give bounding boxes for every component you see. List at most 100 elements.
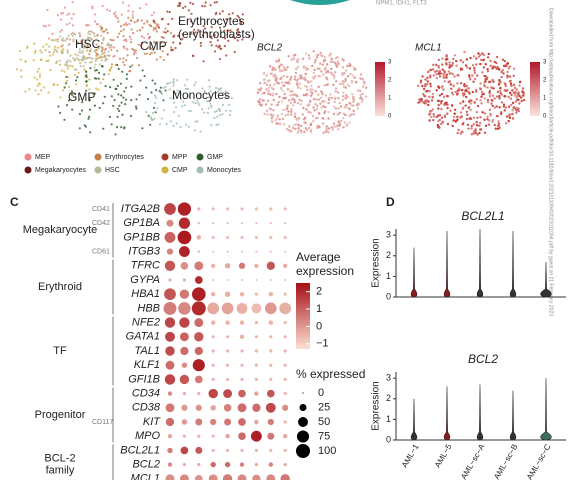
feature-cell <box>429 115 433 119</box>
feature-cell <box>428 119 431 122</box>
feature-cell <box>303 66 306 69</box>
size-label: 75 <box>318 430 330 442</box>
feature-cell <box>491 120 494 123</box>
feature-cell <box>349 64 352 67</box>
umap-cell <box>150 14 154 17</box>
dot <box>195 446 203 454</box>
dot <box>210 405 216 411</box>
umap-cell <box>65 82 68 85</box>
legend-label: Megakaryocytes <box>35 167 86 174</box>
umap-cell <box>56 83 59 87</box>
y-label: Expression <box>371 381 382 430</box>
feature-cell <box>307 54 311 57</box>
feature-cell <box>471 64 475 67</box>
umap-cell <box>59 35 62 38</box>
gene-label: GYPA <box>130 274 160 286</box>
umap-cell <box>123 63 126 67</box>
feature-cell <box>494 127 497 130</box>
feature-cell <box>291 97 295 100</box>
group-label: Megakaryocyte <box>23 224 98 236</box>
feature-cell <box>475 98 478 101</box>
umap-cell <box>65 79 68 82</box>
feature-cell <box>315 98 318 101</box>
umap-cell <box>181 6 185 10</box>
umap-cell <box>159 86 162 89</box>
feature-cell <box>341 73 344 77</box>
colorbar-tick: 0 <box>388 114 392 120</box>
umap-cell <box>67 99 70 102</box>
feature-cell <box>497 122 500 126</box>
feature-cell <box>270 103 273 106</box>
feature-cell <box>496 90 500 94</box>
umap-cell <box>70 93 74 96</box>
umap-cell <box>85 24 88 27</box>
feature-cell <box>440 122 443 126</box>
umap-cell <box>233 37 236 40</box>
umap-cell <box>225 54 228 57</box>
feature-cell <box>489 59 492 63</box>
dot <box>239 291 245 297</box>
feature-cell <box>317 93 320 96</box>
colorbar-label: 2 <box>316 286 322 298</box>
dot <box>167 447 173 454</box>
feature-cell <box>292 57 296 60</box>
umap-cell <box>96 34 99 37</box>
feature-cell <box>493 106 497 109</box>
feature-cell <box>348 114 351 118</box>
feature-cell <box>501 69 505 72</box>
dot <box>197 221 201 225</box>
feature-cell <box>337 128 340 131</box>
feature-cell <box>344 78 347 81</box>
umap-cell <box>209 4 212 7</box>
umap-cell <box>75 83 78 86</box>
umap-cell <box>221 103 224 107</box>
feature-cell <box>304 116 307 119</box>
feature-cell <box>522 98 526 102</box>
dot <box>211 349 215 353</box>
plot-title: BCL2L1 <box>461 209 504 223</box>
umap-cell <box>101 4 104 7</box>
feature-cell <box>476 74 479 77</box>
umap-cell <box>216 115 219 118</box>
feature-cell <box>481 93 484 96</box>
feature-cell <box>445 54 448 57</box>
feature-cell <box>314 103 317 106</box>
umap-cell <box>82 46 85 49</box>
x-tick-label: AML−sc−B <box>492 443 519 480</box>
feature-cell <box>320 70 323 73</box>
umap-cell <box>70 90 73 93</box>
feature-cell <box>443 80 446 83</box>
y-tick-label: 2 <box>386 393 391 403</box>
dot <box>269 207 273 211</box>
dot <box>196 235 202 240</box>
feature-cell <box>351 93 354 96</box>
feature-cell <box>265 83 269 87</box>
umap-cell <box>84 40 87 44</box>
feature-cell <box>476 133 479 136</box>
dot <box>212 250 215 253</box>
umap-cell <box>88 88 91 91</box>
feature-cell <box>265 109 269 113</box>
feature-cell <box>288 82 291 85</box>
feature-cell <box>436 123 440 127</box>
umap-cell <box>171 17 174 20</box>
feature-cell <box>437 64 440 68</box>
feature-cell <box>294 122 298 126</box>
feature-cell <box>322 104 325 108</box>
feature-cell <box>466 66 469 69</box>
feature-cell <box>281 89 284 92</box>
feature-cell <box>439 102 443 105</box>
umap-cell <box>236 39 239 42</box>
feature-cell <box>287 129 291 132</box>
feature-cell <box>353 68 356 71</box>
feature-cell <box>344 113 347 117</box>
feature-cell <box>504 84 507 88</box>
umap-cell <box>201 34 204 37</box>
umap-cell <box>97 88 100 91</box>
umap-cell <box>86 42 89 45</box>
feature-cell <box>468 67 472 70</box>
umap-cell <box>219 57 222 61</box>
feature-cell <box>280 81 284 84</box>
dot <box>237 474 247 480</box>
umap-cell <box>177 4 180 8</box>
